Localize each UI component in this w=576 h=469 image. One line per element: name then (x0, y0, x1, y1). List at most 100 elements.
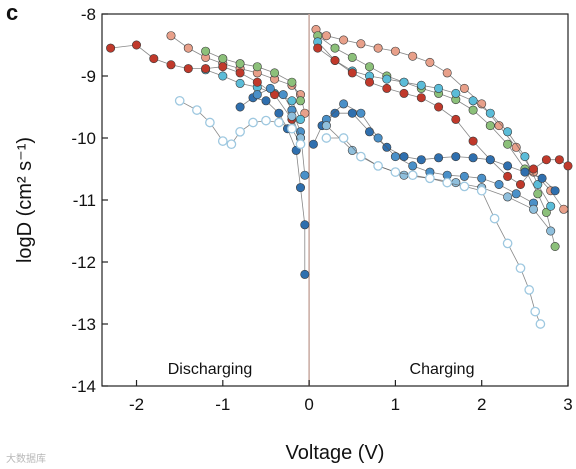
data-point (511, 142, 521, 152)
data-point (347, 145, 357, 155)
data-point (356, 151, 366, 162)
data-point (451, 152, 461, 162)
data-point (235, 78, 245, 88)
data-point (364, 62, 374, 72)
axes-layer: -2 -1 0 1 2 3-8-9-10-11-12-13-14 (71, 5, 572, 414)
data-point (287, 96, 297, 106)
series-7 (287, 111, 556, 236)
data-point (321, 133, 332, 143)
data-point (533, 180, 543, 190)
data-point (503, 192, 513, 202)
data-point (347, 52, 357, 62)
data-point (278, 90, 288, 100)
data-point (485, 108, 495, 118)
data-point (373, 161, 383, 171)
data-point (300, 269, 310, 279)
data-point (550, 242, 560, 252)
data-point (530, 306, 541, 317)
data-point (364, 127, 374, 137)
x-tick-label: -1 (215, 395, 230, 414)
data-point (330, 108, 340, 118)
data-point (287, 111, 297, 121)
series-1 (166, 24, 569, 214)
data-point (416, 93, 426, 103)
series-5 (235, 93, 560, 279)
series-8-charge-line (326, 137, 541, 325)
data-point (321, 31, 331, 41)
data-point (373, 133, 383, 143)
data-point (477, 173, 487, 183)
data-point (416, 155, 426, 165)
data-point (339, 35, 349, 45)
data-point (515, 180, 525, 190)
data-point (520, 152, 530, 162)
data-point (399, 170, 409, 180)
data-point (407, 170, 418, 181)
data-point (442, 177, 453, 188)
data-point (218, 62, 228, 72)
data-point (503, 139, 513, 149)
data-point (252, 77, 262, 87)
data-point (468, 105, 478, 115)
data-point (485, 155, 495, 165)
data-point (390, 152, 400, 162)
panel-letter: c (6, 0, 18, 25)
data-point (459, 83, 469, 93)
data-point (308, 139, 318, 149)
data-point (451, 114, 461, 124)
data-point (132, 40, 142, 50)
data-point (390, 167, 401, 177)
data-point (468, 136, 478, 146)
data-point (218, 71, 228, 81)
y-tick-label: -12 (71, 253, 96, 272)
data-point (330, 43, 340, 53)
data-point (166, 31, 176, 41)
x-tick-label: 0 (304, 395, 313, 414)
data-point (511, 189, 521, 199)
data-point (235, 68, 245, 78)
y-tick-label: -8 (81, 5, 96, 24)
data-point (524, 285, 535, 295)
y-tick-label: -13 (71, 315, 96, 334)
data-point (287, 123, 297, 134)
data-point (364, 77, 374, 87)
data-point (183, 64, 193, 74)
data-point (338, 133, 349, 143)
data-point (459, 171, 469, 181)
data-point (295, 96, 305, 106)
data-point (235, 59, 245, 69)
series-1-discharge-line (170, 35, 306, 114)
data-point (434, 153, 444, 163)
x-axis-title: Voltage (V) (286, 442, 385, 464)
data-point (408, 161, 418, 171)
series-5-charge-line (313, 112, 556, 191)
series-8 (174, 95, 546, 329)
data-point (476, 185, 487, 196)
data-point (201, 46, 211, 56)
data-point (434, 83, 444, 93)
data-point (382, 74, 392, 84)
data-point (434, 102, 444, 112)
data-point (442, 68, 452, 78)
data-point (373, 43, 383, 53)
data-point (425, 57, 435, 67)
data-point (347, 68, 357, 78)
plot-frame (101, 13, 569, 387)
data-point (468, 96, 478, 106)
data-point (330, 55, 340, 65)
data-point (494, 180, 504, 190)
data-point (485, 121, 495, 131)
data-point (550, 186, 560, 196)
data-point (408, 51, 418, 61)
data-point (554, 155, 564, 165)
y-tick-label: -11 (73, 191, 96, 210)
data-point (546, 201, 556, 211)
data-point (390, 46, 400, 56)
data-point (166, 60, 176, 70)
data-point (252, 62, 262, 72)
charging-label: Charging (410, 361, 475, 378)
data-point (226, 139, 237, 150)
data-point (106, 43, 116, 53)
data-point (503, 171, 513, 181)
